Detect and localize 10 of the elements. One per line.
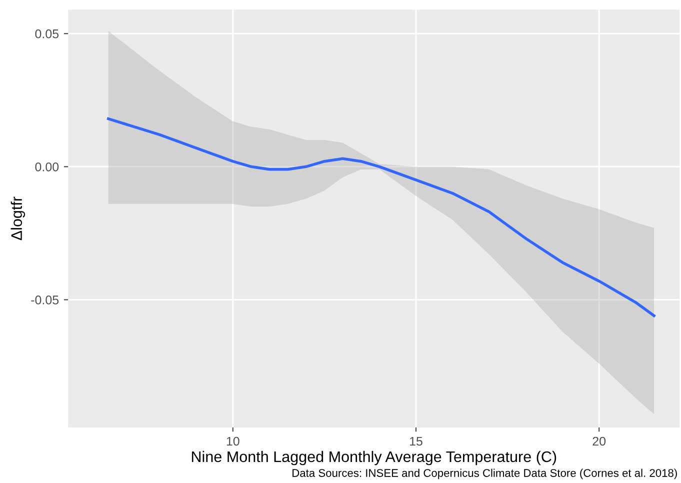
text: Data Sources: INSEE and Copernicus Climate Data Store (Cornes et al. 2018) — [292, 468, 677, 480]
y-axis-title: Δlogtfr — [10, 196, 26, 240]
x-axis-title: Nine Month Lagged Monthly Average Temperature (C) — [192, 450, 556, 466]
x-tick-label: 20 — [592, 436, 606, 446]
y-tick-label: -0.05 — [31, 296, 59, 304]
x-tick-label: 15 — [410, 436, 422, 446]
y-tick-label: 0.00 — [35, 162, 59, 172]
x-tick-label: 10 — [226, 436, 240, 446]
y-tick-label: 0.05 — [35, 29, 59, 38]
line-series — [106, 117, 656, 318]
